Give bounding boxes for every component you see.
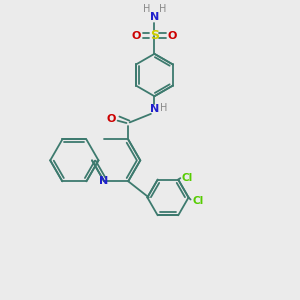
Text: H: H xyxy=(160,103,167,113)
Text: N: N xyxy=(150,12,159,22)
Text: Cl: Cl xyxy=(192,196,203,206)
Text: O: O xyxy=(106,115,116,124)
Text: N: N xyxy=(100,176,109,186)
Text: N: N xyxy=(150,104,159,115)
Text: O: O xyxy=(131,31,141,40)
Text: H: H xyxy=(159,4,166,14)
Text: H: H xyxy=(143,4,151,14)
Text: Cl: Cl xyxy=(182,173,193,183)
Text: O: O xyxy=(168,31,177,40)
Text: S: S xyxy=(150,29,159,42)
